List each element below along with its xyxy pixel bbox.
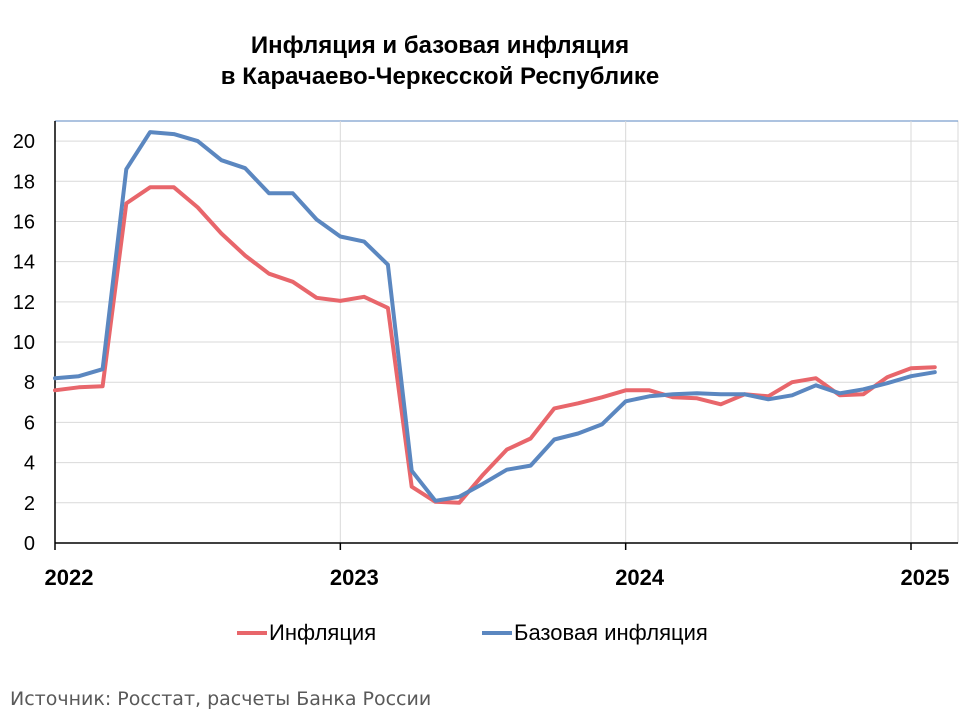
y-tick-label: 2 [24, 493, 35, 515]
tick-labels: 0 2 4 6 8 10 12 14 16 18 20 2022 2023 2024 2025 [13, 131, 950, 590]
y-tick-label: 12 [13, 292, 35, 314]
legend-item-inflation: Инфляция [237, 620, 376, 646]
y-tick-label: 20 [13, 131, 35, 153]
y-tick-label: 6 [24, 412, 35, 434]
axis-layer [54, 121, 958, 550]
x-tick-label: 2025 [901, 565, 950, 590]
y-tick-label: 16 [13, 211, 35, 233]
series-line-core-inflation [53, 130, 937, 503]
chart-title: Инфляция и базовая инфляция в Карачаево-… [0, 30, 880, 92]
legend-swatch-inflation [237, 631, 267, 635]
source-note: Источник: Росстат, расчеты Банка России [10, 688, 432, 710]
legend-item-core-inflation: Базовая инфляция [482, 620, 708, 646]
x-tick-label: 2023 [330, 565, 379, 590]
legend-label-core-inflation: Базовая инфляция [514, 620, 708, 645]
series-layer [53, 130, 937, 505]
y-tick-label: 14 [13, 252, 35, 274]
legend-swatch-core-inflation [482, 631, 512, 635]
plot-area [54, 120, 959, 544]
x-tick-label: 2022 [45, 565, 94, 590]
y-tick-label: 0 [24, 533, 35, 555]
y-tick-label: 4 [24, 453, 35, 475]
grid-layer [54, 120, 959, 544]
y-tick-label: 18 [13, 171, 35, 193]
legend: Инфляция Базовая инфляция [0, 620, 960, 650]
legend-label-inflation: Инфляция [269, 620, 377, 645]
chart-title-line1: Инфляция и базовая инфляция [250, 32, 630, 59]
y-tick-label: 8 [24, 372, 35, 394]
series-line-inflation [53, 185, 937, 505]
x-tick-label: 2024 [615, 565, 665, 590]
chart-subtitle-line2: в Карачаево-Черкесской Республике [220, 63, 660, 90]
y-tick-label: 10 [13, 332, 35, 354]
